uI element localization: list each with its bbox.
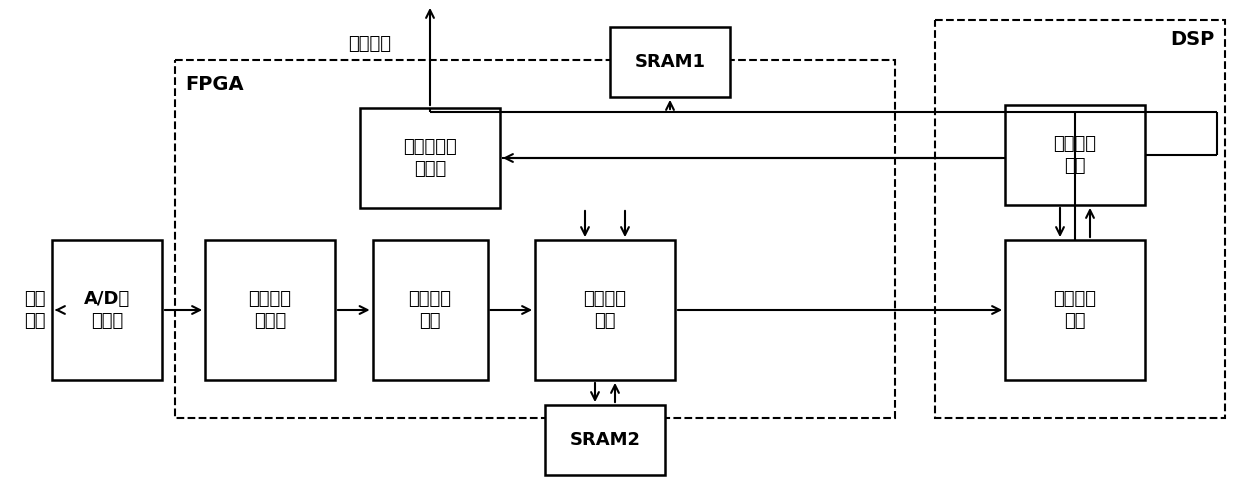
- Bar: [935, 20, 1225, 418]
- Text: 脉冲压缩
单元: 脉冲压缩 单元: [408, 290, 451, 330]
- Bar: [1004, 105, 1145, 205]
- Text: SRAM2: SRAM2: [569, 431, 641, 449]
- Bar: [205, 240, 335, 380]
- Text: FPGA: FPGA: [185, 75, 243, 94]
- Text: 同步脉冲: 同步脉冲: [348, 35, 392, 53]
- Bar: [534, 240, 675, 380]
- Text: DSP: DSP: [1171, 30, 1215, 49]
- Text: A/D采
样单元: A/D采 样单元: [84, 290, 130, 330]
- Text: 重频调整
单元: 重频调整 单元: [1054, 135, 1096, 175]
- Text: 目标检测
单元: 目标检测 单元: [1054, 290, 1096, 330]
- Text: 帧间切换控
制单元: 帧间切换控 制单元: [403, 138, 456, 178]
- Bar: [360, 108, 500, 208]
- Text: 数字下变
频单元: 数字下变 频单元: [248, 290, 291, 330]
- Bar: [372, 240, 487, 380]
- Bar: [546, 405, 665, 475]
- Bar: [175, 60, 895, 418]
- Bar: [610, 27, 730, 97]
- Text: 中频
信号: 中频 信号: [25, 290, 46, 330]
- Bar: [1004, 240, 1145, 380]
- Bar: [52, 240, 162, 380]
- Text: SRAM1: SRAM1: [635, 53, 706, 71]
- Text: 脉冲积累
单元: 脉冲积累 单元: [584, 290, 626, 330]
